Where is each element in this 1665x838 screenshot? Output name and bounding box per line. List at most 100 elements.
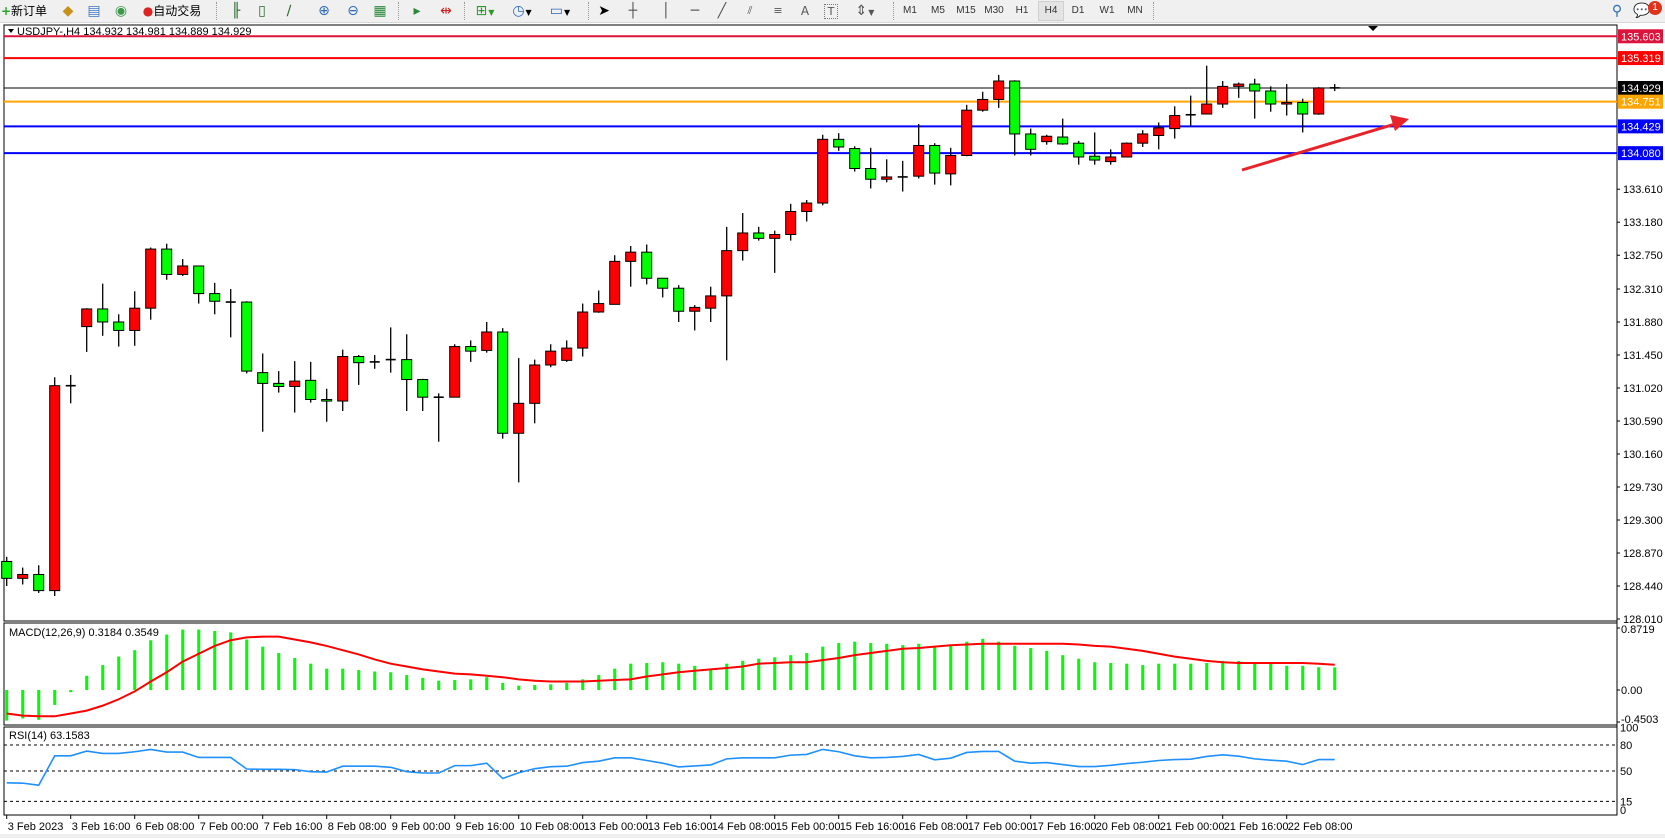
candle-body[interactable] <box>1089 155 1101 161</box>
cursor-icon[interactable]: ➤ <box>598 3 610 19</box>
vertical-line-icon[interactable]: │ <box>661 3 671 19</box>
navigator-icon[interactable]: ▤ <box>87 3 101 19</box>
candle-body[interactable] <box>1233 83 1245 87</box>
candle-body[interactable] <box>769 234 781 239</box>
indicators-icon[interactable]: ▭▼ <box>549 3 571 19</box>
timeframe-m5[interactable]: M5 <box>931 5 945 16</box>
candle-body[interactable] <box>577 311 589 349</box>
zoom-out-icon[interactable]: ⊖ <box>347 3 359 19</box>
candle-body[interactable] <box>929 144 941 174</box>
candle-body[interactable] <box>865 168 877 180</box>
candle-body[interactable] <box>529 364 541 404</box>
line-chart-icon[interactable]: ∕ <box>286 3 292 19</box>
candle-body[interactable] <box>81 308 93 328</box>
candle-body[interactable] <box>737 232 749 252</box>
candle-body[interactable] <box>593 303 605 313</box>
collapse-triangle-icon[interactable] <box>8 29 14 33</box>
candle-body[interactable] <box>1009 80 1021 135</box>
candle-body[interactable] <box>1217 85 1229 105</box>
candle-body[interactable] <box>833 138 845 148</box>
candle-body[interactable] <box>1265 90 1277 105</box>
candle-body[interactable] <box>673 287 685 312</box>
tile-windows-icon[interactable]: ▦ <box>373 3 387 19</box>
candle-body[interactable] <box>1 560 13 579</box>
candle-body[interactable] <box>129 307 141 331</box>
candle-body[interactable] <box>881 176 893 180</box>
candle-body[interactable] <box>657 277 669 289</box>
annotation-arrow-line[interactable] <box>1241 122 1396 172</box>
candle-body[interactable] <box>1169 115 1181 130</box>
candle-body[interactable] <box>49 385 61 592</box>
candle-body[interactable] <box>337 356 349 402</box>
candle-body[interactable] <box>609 260 621 305</box>
candle-body[interactable] <box>993 80 1005 100</box>
chart-shift-icon[interactable]: ⇹ <box>440 3 452 19</box>
candle-body[interactable] <box>1201 103 1213 115</box>
candle-body[interactable] <box>545 350 557 366</box>
candle-body[interactable] <box>417 379 429 398</box>
candle-body[interactable] <box>273 382 285 387</box>
candle-body[interactable] <box>17 573 29 579</box>
timeframe-m1[interactable]: M1 <box>903 5 917 16</box>
bar-chart-icon[interactable]: ╟ <box>231 3 241 19</box>
horizontal-line-icon[interactable]: ─ <box>690 3 700 19</box>
candle-body[interactable] <box>1025 133 1037 150</box>
candle-body[interactable] <box>241 301 253 372</box>
candle-body[interactable] <box>961 109 973 156</box>
candle-body[interactable] <box>449 346 461 398</box>
candle-body[interactable] <box>289 380 301 387</box>
periods-icon[interactable]: ◷▼ <box>512 3 532 19</box>
candle-body[interactable] <box>305 379 317 401</box>
candle-body[interactable] <box>1281 102 1293 105</box>
timeframe-d1[interactable]: D1 <box>1071 5 1085 16</box>
candle-body[interactable] <box>1041 135 1053 143</box>
candle-body[interactable] <box>497 331 509 434</box>
macd-panel[interactable] <box>3 622 1618 726</box>
zoom-in-icon[interactable]: ⊕ <box>318 3 330 19</box>
candle-body[interactable] <box>561 347 573 361</box>
trendline-icon[interactable]: ╱ <box>717 3 727 19</box>
crosshair-icon[interactable]: ┼ <box>628 3 638 19</box>
candle-body[interactable] <box>1057 136 1069 145</box>
timeframe-m30[interactable]: M30 <box>984 5 1004 16</box>
candle-body[interactable] <box>145 248 157 309</box>
candle-body[interactable] <box>193 265 205 295</box>
chart-shift-marker-icon[interactable] <box>1368 26 1378 31</box>
candle-body[interactable] <box>1153 127 1165 137</box>
candle-body[interactable] <box>849 148 861 170</box>
timeframe-h1[interactable]: H1 <box>1015 5 1029 16</box>
candle-body[interactable] <box>913 144 925 177</box>
candle-body[interactable] <box>481 331 493 351</box>
candle-body[interactable] <box>353 356 365 364</box>
timeframe-h4[interactable]: H4 <box>1038 1 1064 21</box>
candle-body[interactable] <box>1297 102 1309 115</box>
candle-body[interactable] <box>33 573 45 592</box>
candle-body[interactable] <box>513 402 525 434</box>
text-icon[interactable]: A <box>800 4 810 18</box>
candle-body[interactable] <box>753 232 765 239</box>
fibonacci-retracement-icon[interactable]: ⫽ <box>747 4 753 17</box>
candle-body[interactable] <box>465 346 477 352</box>
search-icon[interactable]: ⚲ <box>1611 3 1623 19</box>
auto-trading-button[interactable]: ●自动交易 <box>136 2 208 20</box>
candle-body[interactable] <box>1313 87 1325 115</box>
notifications-icon[interactable]: 💬 <box>1633 3 1651 19</box>
candle-body[interactable] <box>97 308 109 323</box>
timeframe-w1[interactable]: W1 <box>1099 5 1115 16</box>
candle-body[interactable] <box>257 372 269 384</box>
candle-body[interactable] <box>113 321 125 331</box>
arrows-icon[interactable]: ⇕▼ <box>855 3 875 19</box>
candle-body[interactable] <box>689 306 701 312</box>
candle-body[interactable] <box>1249 83 1261 92</box>
candlestick-chart-icon[interactable]: ▯ <box>258 3 266 19</box>
candle-body[interactable] <box>177 265 189 275</box>
new-order-button[interactable]: +新订单 <box>0 2 48 20</box>
candle-body[interactable] <box>625 251 637 262</box>
market-watch-icon[interactable]: ◆ <box>62 3 74 19</box>
candle-body[interactable] <box>801 202 813 212</box>
fibonacci-fan-icon[interactable]: ≡ <box>773 4 783 17</box>
new-chart-icon[interactable]: ⊞▼ <box>475 3 495 19</box>
candle-body[interactable] <box>1073 142 1085 158</box>
candle-body[interactable] <box>401 359 413 381</box>
